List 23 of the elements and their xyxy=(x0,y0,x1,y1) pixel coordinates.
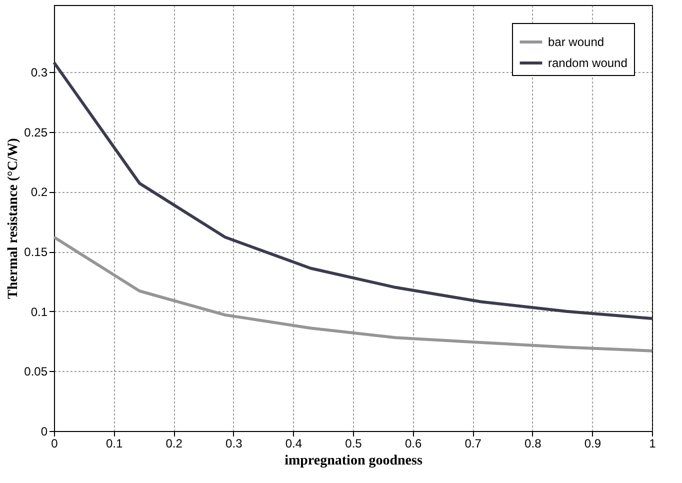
x-tick-label: 0.8 xyxy=(524,436,542,450)
x-axis-title: impregnation goodness xyxy=(284,454,423,468)
x-tick-label: 0 xyxy=(51,436,58,450)
x-tick-label: 0.6 xyxy=(404,436,422,450)
legend-label: bar wound xyxy=(548,35,604,49)
x-tick-label: 0.1 xyxy=(106,436,123,450)
legend-label: random wound xyxy=(548,56,628,70)
y-tick-label: 0.05 xyxy=(24,364,48,379)
x-tick-label: 0.7 xyxy=(464,436,482,450)
x-tick-label: 0.3 xyxy=(226,436,243,450)
y-tick-label: 0.15 xyxy=(24,245,48,260)
x-tick-label: 0.9 xyxy=(584,436,602,450)
y-tick-label: 0.1 xyxy=(30,304,48,319)
x-tick-label: 0.2 xyxy=(166,436,183,450)
y-axis-title: Thermal resistance (°C/W) xyxy=(6,138,22,299)
x-tick-label: 1 xyxy=(649,436,656,450)
y-tick-label: 0.25 xyxy=(24,125,48,140)
x-tick-label: 0.4 xyxy=(285,436,302,450)
y-tick-label: 0.3 xyxy=(30,66,48,80)
y-tick-label: 0 xyxy=(40,424,48,438)
line-series xyxy=(52,236,654,352)
x-tick-label: 0.5 xyxy=(345,436,362,450)
y-tick-label: 0.2 xyxy=(30,185,48,200)
